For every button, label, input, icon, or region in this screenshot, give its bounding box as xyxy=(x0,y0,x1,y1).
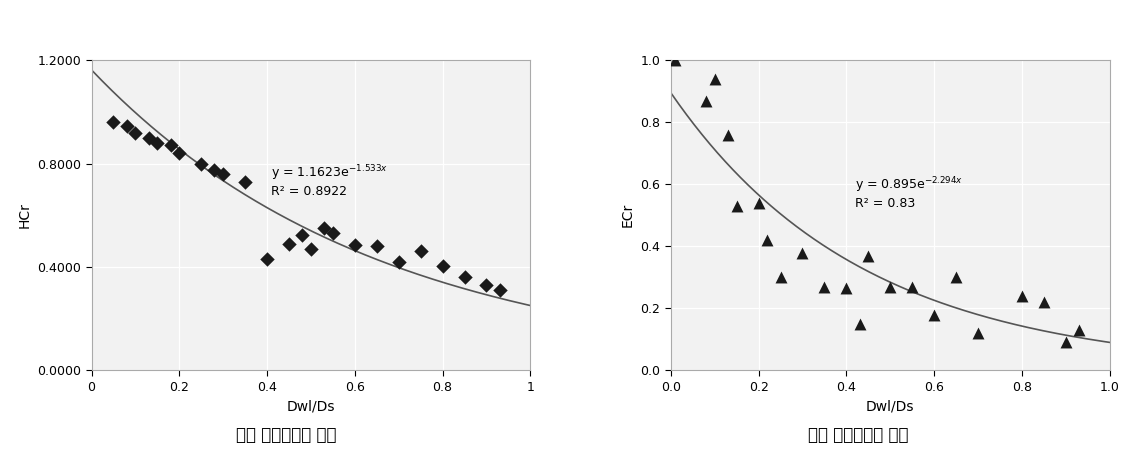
Text: y = 1.1623e$^{-1.533x}$
R² = 0.8922: y = 1.1623e$^{-1.533x}$ R² = 0.8922 xyxy=(271,163,389,198)
Point xyxy=(718,131,737,138)
Point xyxy=(455,274,474,281)
Point xyxy=(236,178,254,185)
Point xyxy=(947,274,966,281)
Point xyxy=(850,320,868,328)
Point xyxy=(367,243,386,250)
Point xyxy=(1034,299,1052,306)
Point xyxy=(118,122,136,130)
Point xyxy=(758,237,777,244)
Point xyxy=(315,225,333,232)
Point xyxy=(126,129,144,136)
X-axis label: Dwl/Ds: Dwl/Ds xyxy=(287,400,335,413)
Text: 상대 수리전도도 회귀: 상대 수리전도도 회귀 xyxy=(236,426,336,444)
Point xyxy=(434,262,452,269)
Point xyxy=(345,241,364,249)
Y-axis label: HCr: HCr xyxy=(17,202,32,228)
Point xyxy=(771,274,789,281)
Point xyxy=(903,283,921,290)
Point xyxy=(205,166,223,174)
Point xyxy=(1057,339,1075,346)
Point xyxy=(1070,326,1088,334)
Point xyxy=(697,97,715,104)
Point xyxy=(969,330,987,337)
Point xyxy=(104,119,122,126)
Point xyxy=(666,56,684,64)
Point xyxy=(293,231,311,238)
Point xyxy=(706,75,724,82)
Point xyxy=(214,170,232,178)
Point xyxy=(749,199,768,206)
Y-axis label: ECr: ECr xyxy=(621,203,635,227)
Point xyxy=(859,252,877,259)
Point xyxy=(170,150,189,157)
Point xyxy=(280,240,299,247)
Point xyxy=(491,287,509,294)
Point xyxy=(192,160,210,167)
Point xyxy=(149,139,167,147)
Point xyxy=(477,282,495,289)
X-axis label: Dwl/Ds: Dwl/Ds xyxy=(866,400,914,413)
Point xyxy=(161,142,180,149)
Text: 상대 전기전도도 회귀: 상대 전기전도도 회귀 xyxy=(808,426,908,444)
Point xyxy=(881,283,899,290)
Point xyxy=(390,258,408,265)
Text: y = 0.895e$^{-2.294x}$
R² = 0.83: y = 0.895e$^{-2.294x}$ R² = 0.83 xyxy=(855,175,963,210)
Point xyxy=(925,311,944,318)
Point xyxy=(1012,292,1031,300)
Point xyxy=(324,230,342,237)
Point xyxy=(728,202,746,210)
Point xyxy=(302,245,320,253)
Point xyxy=(140,134,158,141)
Point xyxy=(257,256,276,263)
Point xyxy=(816,283,834,290)
Point xyxy=(837,284,856,292)
Point xyxy=(412,248,430,255)
Point xyxy=(793,249,811,256)
